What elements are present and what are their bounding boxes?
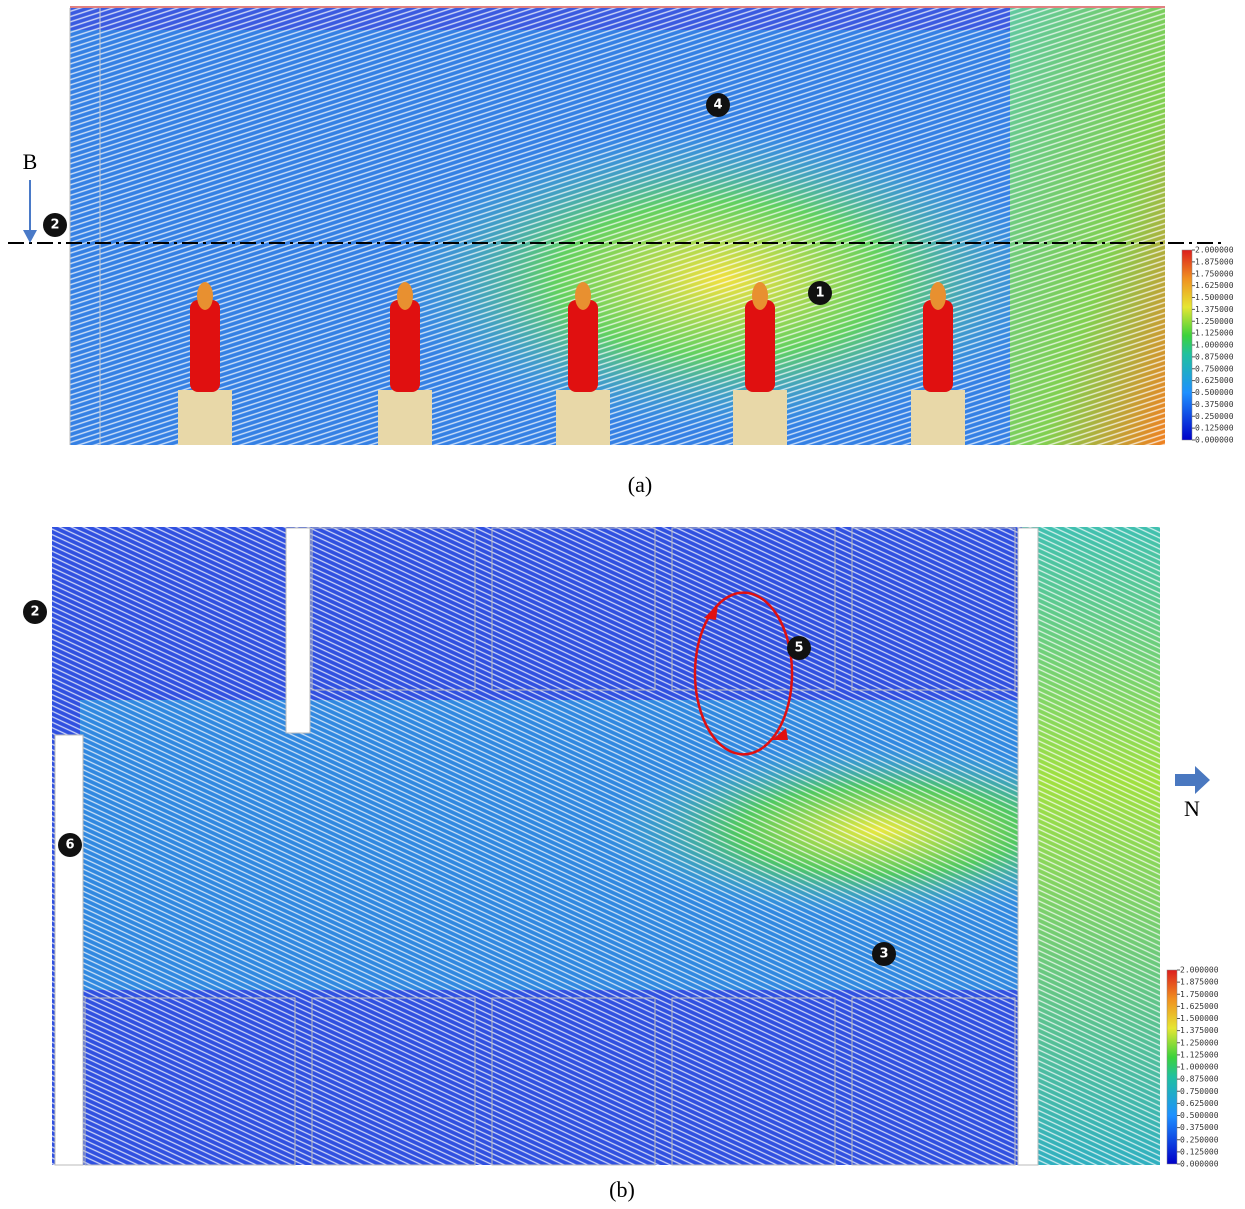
marker: 6: [65, 838, 74, 853]
colorbar-label: 0.250000: [1180, 1135, 1219, 1144]
marker: 5: [794, 641, 803, 656]
colorbar-label: 0.375000: [1180, 1123, 1219, 1132]
pedestal: [178, 390, 232, 445]
marker: 3: [879, 947, 888, 962]
colorbar-label: 1.500000: [1195, 293, 1234, 302]
colorbar-label: 1.375000: [1180, 1026, 1219, 1035]
pedestal: [733, 390, 787, 445]
marker: 1: [815, 286, 824, 301]
direction-label: N: [1184, 796, 1200, 821]
colorbar-label: 1.750000: [1180, 990, 1219, 999]
north-arrow: [1175, 766, 1210, 794]
colorbar-label: 2.000000: [1180, 966, 1219, 975]
colorbar-label: 0.000000: [1180, 1160, 1219, 1169]
colorbar-label: 0.250000: [1195, 412, 1234, 421]
pedestal: [556, 390, 610, 445]
panel-b-field: [52, 527, 1160, 1165]
colorbar-label: 1.375000: [1195, 305, 1234, 314]
section-arrow-head: [23, 230, 37, 243]
colorbar-label: 0.875000: [1195, 352, 1234, 361]
panel-a-field: [70, 7, 1165, 445]
colorbar-label: 1.125000: [1180, 1050, 1219, 1059]
colorbar-label: 1.250000: [1180, 1038, 1219, 1047]
colorbar-label: 0.625000: [1180, 1099, 1219, 1108]
colorbar-label: 2.000000: [1195, 246, 1234, 255]
head: [752, 282, 768, 310]
room: [286, 528, 310, 733]
colorbar-label: 1.500000: [1180, 1014, 1219, 1023]
colorbar-label: 0.125000: [1195, 424, 1234, 433]
pedestal: [911, 390, 965, 445]
body: [923, 300, 953, 392]
colorbar-label: 1.875000: [1195, 257, 1234, 266]
colorbar-label: 0.625000: [1195, 376, 1234, 385]
colorbar-label: 1.250000: [1195, 317, 1234, 326]
marker: 2: [50, 218, 59, 233]
colorbar-label: 1.000000: [1195, 341, 1234, 350]
colorbar-label: 0.000000: [1195, 436, 1234, 445]
head: [397, 282, 413, 310]
pedestal: [378, 390, 432, 445]
colorbar-label: 0.500000: [1180, 1111, 1219, 1120]
marker: 4: [713, 98, 722, 113]
figure: B N (a) (b) 1 2 4 2 5 3 6 2.000000 1.875000 1.750…: [0, 0, 1245, 1209]
colorbar-label: 0.875000: [1180, 1075, 1219, 1084]
caption: (a): [628, 472, 652, 497]
head: [197, 282, 213, 310]
colorbar-label: 1.625000: [1180, 1002, 1219, 1011]
colorbar-label: 0.375000: [1195, 400, 1234, 409]
body: [745, 300, 775, 392]
colorbar-label: 1.875000: [1180, 978, 1219, 987]
body: [568, 300, 598, 392]
body: [190, 300, 220, 392]
colorbar-label: 1.000000: [1180, 1063, 1219, 1072]
colorbar-label: 0.750000: [1195, 364, 1234, 373]
colorbar-label: 1.750000: [1195, 269, 1234, 278]
section-label: B: [23, 149, 38, 174]
colorbar-label: 0.750000: [1180, 1087, 1219, 1096]
room: [55, 735, 83, 1165]
body: [390, 300, 420, 392]
head: [575, 282, 591, 310]
caption: (b): [609, 1177, 635, 1202]
colorbar-label: 1.125000: [1195, 329, 1234, 338]
colorbar: [1182, 250, 1192, 440]
colorbar-label: 1.625000: [1195, 281, 1234, 290]
colorbar: [1167, 970, 1177, 1164]
room: [1018, 528, 1038, 1165]
marker: 2: [30, 605, 39, 620]
colorbar-label: 0.500000: [1195, 388, 1234, 397]
head: [930, 282, 946, 310]
colorbar-label: 0.125000: [1180, 1147, 1219, 1156]
